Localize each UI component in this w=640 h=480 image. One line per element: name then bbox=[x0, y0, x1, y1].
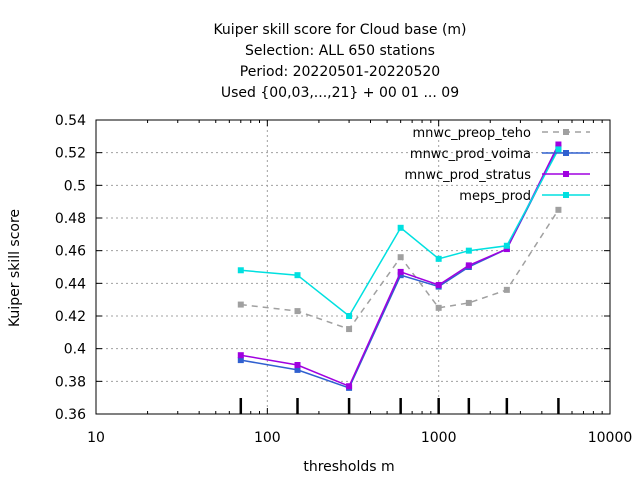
data-point bbox=[435, 281, 442, 288]
title-line: Period: 20220501-20220520 bbox=[240, 64, 440, 80]
y-tick-label: 0.38 bbox=[55, 374, 86, 390]
data-point bbox=[397, 268, 404, 275]
data-point bbox=[237, 301, 244, 308]
plot-border bbox=[95, 119, 611, 415]
data-point bbox=[503, 286, 510, 293]
y-tick-label: 0.44 bbox=[55, 276, 86, 292]
y-axis-label: Kuiper skill score bbox=[7, 209, 23, 327]
data-point bbox=[346, 383, 353, 390]
legend-label: mnwc_prod_voima bbox=[410, 147, 531, 162]
data-point bbox=[237, 352, 244, 359]
data-point bbox=[294, 272, 301, 279]
legend-swatch-marker bbox=[563, 129, 569, 135]
x-tick-label: 10000 bbox=[588, 430, 633, 446]
grid bbox=[96, 120, 610, 414]
data-point bbox=[503, 242, 510, 249]
data-point bbox=[237, 357, 244, 364]
data-point bbox=[435, 304, 442, 311]
y-tick-label: 0.48 bbox=[55, 211, 86, 227]
legend: mnwc_preop_teho mnwc_prod_voima mnwc_prod_… bbox=[405, 126, 590, 204]
title-line: Used {00,03,...,21} + 00 01 ... 09 bbox=[221, 85, 459, 101]
y-tick-label: 0.52 bbox=[55, 146, 86, 162]
data-point bbox=[465, 247, 472, 254]
series-line bbox=[240, 147, 560, 389]
x-tick-label: 100 bbox=[254, 430, 281, 446]
data-point bbox=[555, 206, 562, 213]
series-line bbox=[240, 149, 560, 318]
series-line bbox=[240, 209, 560, 330]
y-tick-label: 0.36 bbox=[55, 407, 86, 423]
data-point bbox=[397, 224, 404, 231]
data-point bbox=[346, 313, 353, 319]
y-tick-label: 0.42 bbox=[55, 309, 86, 325]
data-point bbox=[346, 326, 353, 333]
series-mnwc_prod_stratus bbox=[237, 141, 562, 390]
x-axis-label: thresholds m bbox=[303, 459, 394, 475]
y-tick-label: 0.46 bbox=[55, 244, 86, 260]
data-point bbox=[397, 254, 404, 261]
title-line: Kuiper skill score for Cloud base (m) bbox=[213, 22, 466, 38]
data-point bbox=[294, 362, 301, 368]
chart-title: Kuiper skill score for Cloud base (m) Sel… bbox=[213, 22, 466, 101]
data-point bbox=[555, 146, 562, 153]
legend-label: meps_prod bbox=[459, 189, 531, 204]
threshold-markers bbox=[239, 398, 560, 414]
y-tick-label: 0.4 bbox=[64, 342, 86, 358]
data-point bbox=[465, 262, 472, 269]
legend-label: mnwc_preop_teho bbox=[413, 126, 532, 141]
data-point bbox=[503, 246, 510, 253]
data-point bbox=[294, 366, 301, 373]
legend-swatch-marker bbox=[563, 192, 569, 198]
data-point bbox=[237, 267, 244, 274]
data-point bbox=[465, 299, 472, 306]
data-point bbox=[294, 308, 301, 315]
data-point bbox=[397, 272, 404, 279]
legend-label: mnwc_prod_stratus bbox=[405, 168, 532, 183]
series-line bbox=[240, 144, 560, 388]
y-tick-label: 0.5 bbox=[64, 178, 86, 194]
legend-swatch-marker bbox=[563, 150, 569, 156]
series-mnwc_preop_teho bbox=[237, 206, 562, 333]
x-axis: 10 100 1000 10000 bbox=[87, 120, 632, 446]
series-meps_prod bbox=[237, 146, 562, 319]
legend-swatch-marker bbox=[563, 171, 569, 177]
data-point bbox=[435, 255, 442, 262]
x-tick-label: 10 bbox=[87, 430, 105, 446]
y-axis: 0.36 0.38 0.4 0.42 0.44 0.46 0.48 0.5 0.52 0.54 bbox=[55, 113, 610, 423]
x-tick-label: 1000 bbox=[421, 430, 457, 446]
title-line: Selection: ALL 650 stations bbox=[245, 43, 435, 59]
y-tick-label: 0.54 bbox=[55, 113, 86, 129]
series-lines bbox=[237, 141, 562, 391]
data-point bbox=[555, 141, 562, 148]
plot-frame bbox=[95, 119, 611, 415]
